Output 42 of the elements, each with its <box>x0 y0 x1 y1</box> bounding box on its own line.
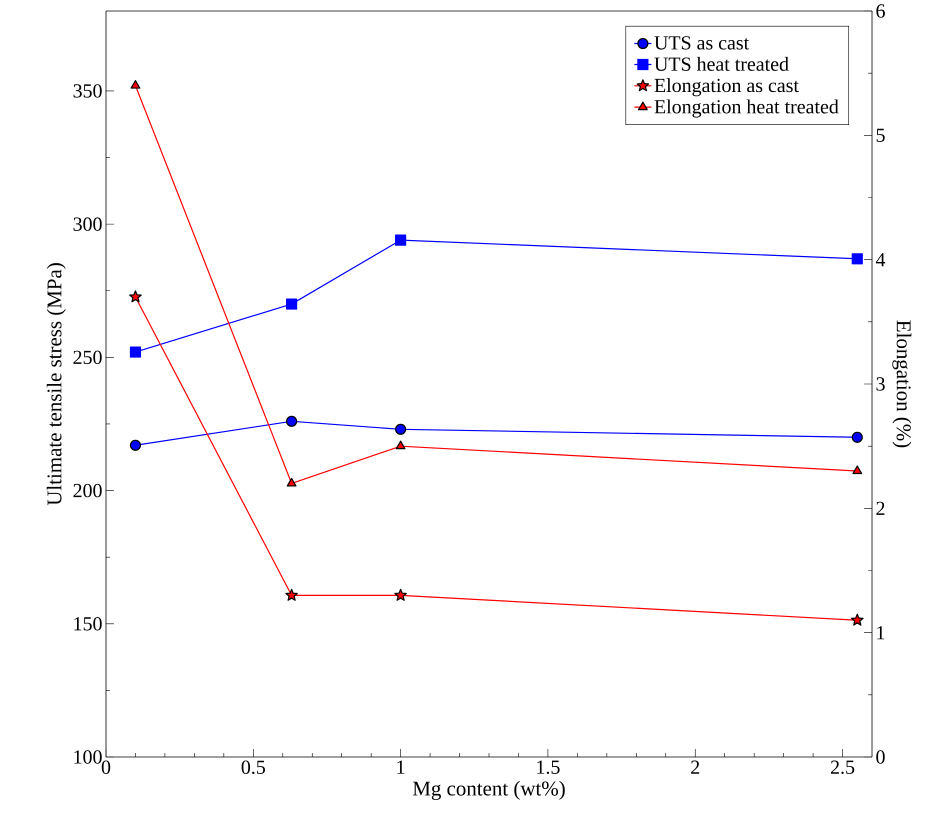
y2-tick-label: 2 <box>876 502 884 515</box>
point <box>286 416 298 427</box>
point <box>395 234 406 246</box>
y-tick-label: 200 <box>73 484 102 498</box>
legend-label: UTS heat treated <box>654 56 789 71</box>
point <box>394 588 407 601</box>
legend-label: UTS as cast <box>654 36 750 50</box>
x-tick-label: 0.5 <box>242 760 265 774</box>
y-tick-label: 150 <box>74 617 102 630</box>
y-tick-label: 100 <box>74 750 102 764</box>
legend-label: Elongation as cast <box>654 78 799 96</box>
y2-tick-label: 4 <box>876 253 886 266</box>
point <box>850 614 864 626</box>
y-tick-label: 350 <box>74 84 102 98</box>
y-tick-label: 300 <box>74 217 102 231</box>
y2-axis-title: Elongation (%) <box>892 320 912 448</box>
point <box>286 298 298 310</box>
point <box>396 440 406 450</box>
point <box>129 290 142 302</box>
y-tick-label: 250 <box>73 350 102 364</box>
point <box>852 253 863 264</box>
point <box>286 478 297 487</box>
x-axis-title: Mg content (wt%) <box>412 780 565 800</box>
y2-tick-label: 0 <box>876 750 885 764</box>
point <box>130 80 140 89</box>
x-tick-label: 2 <box>691 760 700 774</box>
y2-tick-label: 3 <box>876 377 885 391</box>
y2-tick-label: 6 <box>876 4 885 18</box>
point <box>130 440 142 451</box>
point <box>395 424 406 435</box>
legend-label: Elongation heat treated <box>654 99 839 118</box>
point <box>285 588 298 601</box>
point <box>852 432 863 443</box>
y2-tick-label: 1 <box>877 626 884 640</box>
point <box>130 346 142 358</box>
x-tick-label: 2.5 <box>830 760 854 774</box>
point <box>852 465 862 474</box>
y2-tick-label: 5 <box>876 128 885 142</box>
x-tick-label: 1.5 <box>537 760 560 774</box>
x-tick-label: 0 <box>102 760 110 774</box>
x-tick-label: 1 <box>397 760 404 774</box>
y-axis-title: Ultimate tensile stress (MPa) <box>46 263 66 506</box>
